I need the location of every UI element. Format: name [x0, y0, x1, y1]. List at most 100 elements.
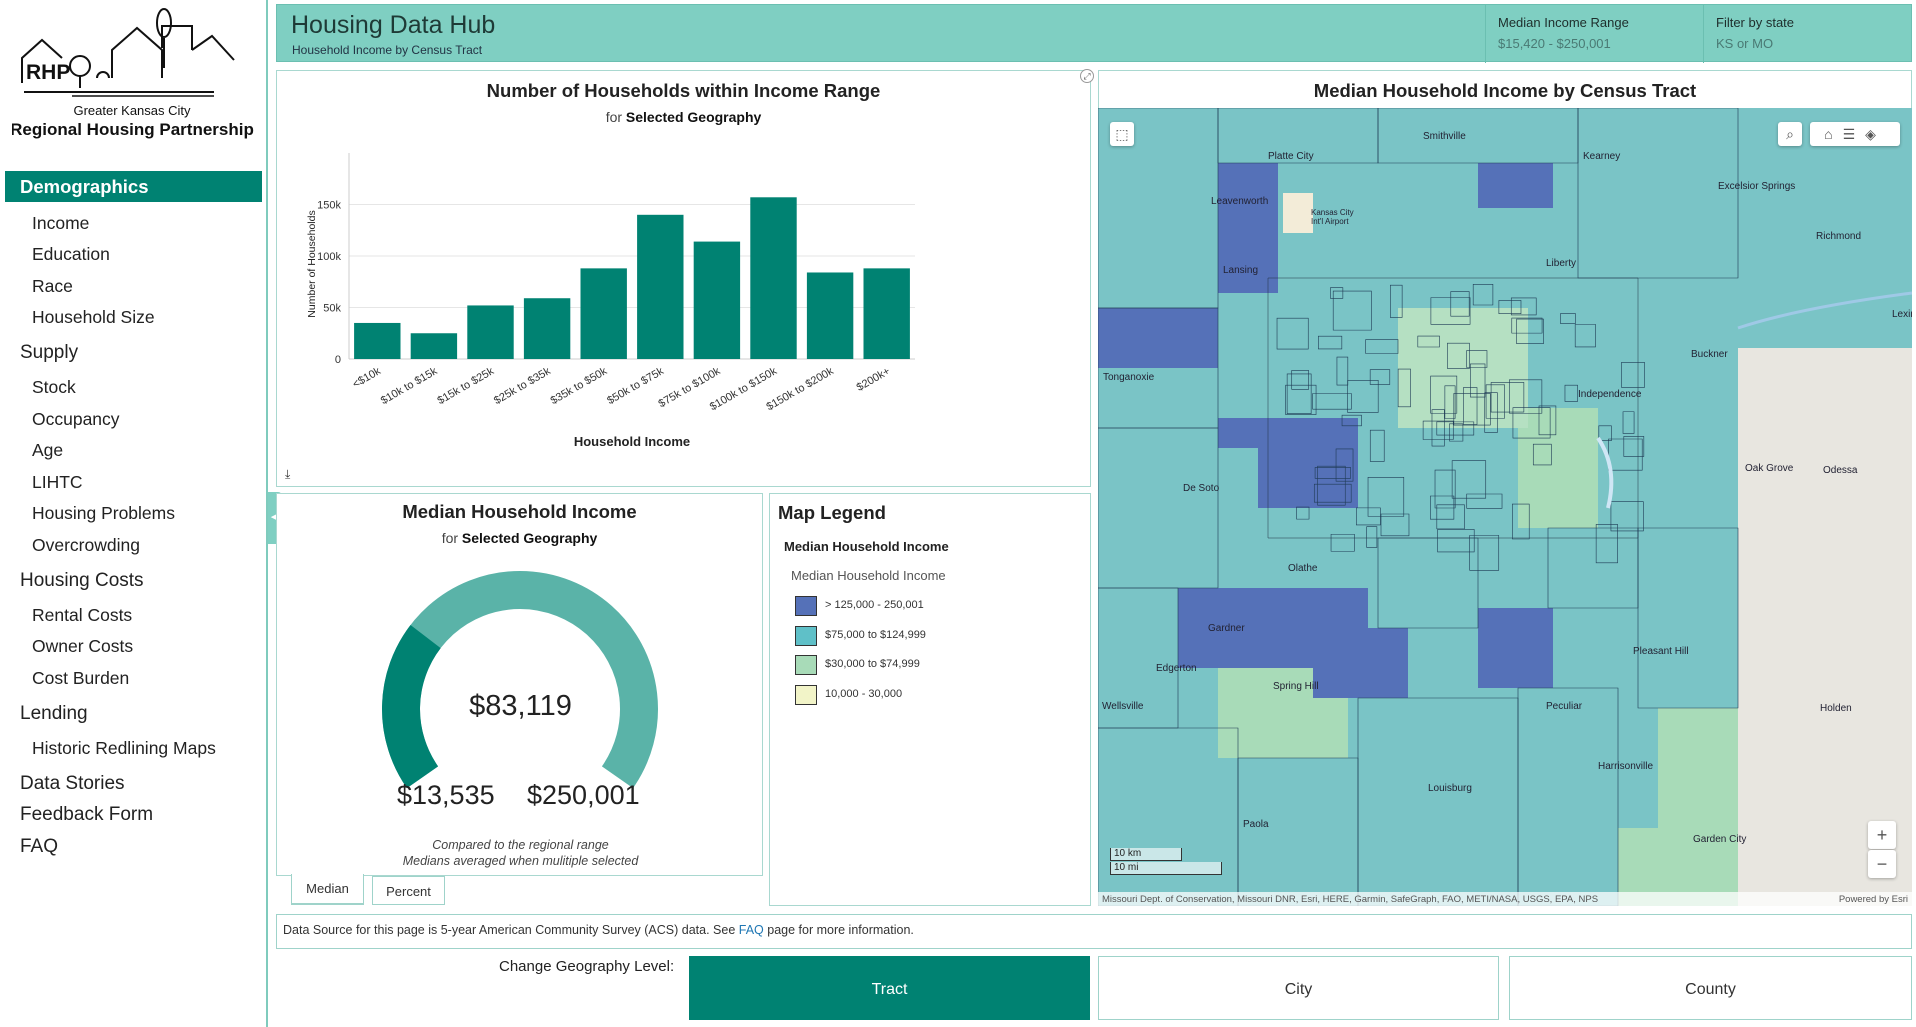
tract-boundary: [1595, 524, 1618, 564]
search-icon[interactable]: ⌕: [1778, 122, 1802, 146]
faq-link[interactable]: FAQ: [738, 923, 764, 937]
nav-household-size[interactable]: Household Size: [32, 307, 155, 327]
range-value: $15,420 - $250,001: [1498, 36, 1611, 51]
legend-swatch: [795, 685, 817, 705]
tract-boundary: [1330, 287, 1344, 299]
gauge-max: $250,001: [527, 780, 640, 810]
legend-item: > 125,000 - 250,001: [795, 596, 924, 616]
chart-subtitle-prefix: for: [605, 109, 623, 125]
nav-lending[interactable]: Lending: [20, 703, 88, 724]
map-place-label: Olathe: [1288, 563, 1318, 574]
tract-boundary: [1598, 425, 1612, 441]
map-place-label: Platte City: [1268, 151, 1314, 162]
income-gauge: [382, 571, 658, 789]
tract-boundary: [1430, 495, 1455, 520]
powered-by-esri[interactable]: Powered by Esri: [1838, 894, 1908, 905]
tract-boundary: [1336, 356, 1349, 386]
logo-line1: Greater Kansas City: [73, 103, 191, 118]
tract-boundary: [1560, 313, 1576, 324]
y-axis-title: Number of Households: [306, 210, 318, 317]
state-filter[interactable]: Filter by state KS or MO: [1703, 5, 1913, 63]
zoom-in-button[interactable]: +: [1868, 821, 1896, 849]
tract-boundary: [1098, 427, 1219, 589]
median-income-panel: Median Household Income for Selected Geo…: [276, 493, 763, 876]
tract-boundary: [1637, 527, 1739, 709]
tract-boundary: [1380, 513, 1410, 537]
map-place-label: Lansing: [1223, 265, 1259, 276]
tract-boundary: [1312, 393, 1352, 410]
tract-boundary: [1621, 362, 1645, 388]
tab-percent[interactable]: Percent: [372, 876, 445, 905]
nav-demographics[interactable]: Demographics: [5, 171, 262, 202]
sidebar: RHP Greater Kansas City Regional Housing…: [0, 0, 268, 1027]
chart-subtitle: for Selected Geography: [277, 109, 1090, 125]
map-canvas[interactable]: [1098, 108, 1912, 906]
tract-boundary: [1484, 392, 1498, 433]
nav-race[interactable]: Race: [32, 276, 73, 296]
nav-income[interactable]: Income: [32, 213, 90, 233]
home-icon[interactable]: ⌂: [1824, 126, 1843, 142]
nav-cost-burden[interactable]: Cost Burden: [32, 668, 130, 688]
logo-line2: Regional Housing Partnership: [12, 120, 254, 139]
source-text: Data Source for this page is 5-year Amer…: [283, 923, 736, 937]
gauge-min: $13,535: [397, 780, 495, 810]
tract-boundary: [1463, 387, 1478, 425]
nav-rental-costs[interactable]: Rental Costs: [32, 605, 133, 625]
nav-faq[interactable]: FAQ: [20, 836, 59, 857]
select-region-icon[interactable]: ⬚: [1110, 122, 1134, 146]
list-icon[interactable]: ☰: [1842, 126, 1866, 142]
layers-icon[interactable]: ◈: [1865, 126, 1886, 142]
map-place-label: Excelsior Springs: [1718, 181, 1796, 192]
tract-boundary: [1318, 335, 1343, 350]
bar: [410, 333, 458, 359]
x-tick-label: $15k to $25k: [435, 365, 496, 407]
tract-boundary: [1510, 297, 1537, 316]
bar: [693, 241, 741, 359]
map-place-label: Buckner: [1691, 349, 1728, 360]
tract-boundary: [1291, 370, 1309, 390]
geo-tract-button[interactable]: Tract: [689, 956, 1090, 1020]
tract-boundary: [1430, 297, 1471, 325]
source-suffix: page for more information.: [767, 923, 914, 937]
gauge-note-2: Medians averaged when mulitiple selected: [402, 854, 639, 868]
nav-stock[interactable]: Stock: [32, 377, 76, 397]
map-legend-panel: Map Legend Median Household Income Media…: [769, 493, 1091, 906]
nav-housing-costs[interactable]: Housing Costs: [20, 570, 144, 591]
nav-data-stories[interactable]: Data Stories: [20, 773, 125, 794]
nav-owner-costs[interactable]: Owner Costs: [32, 636, 134, 656]
tract-boundary: [1365, 339, 1399, 354]
tract-boundary: [1610, 501, 1644, 532]
map-place-label: Tonganoxie: [1103, 372, 1155, 383]
zoom-out-button[interactable]: −: [1868, 850, 1896, 878]
geo-city-button[interactable]: City: [1098, 956, 1499, 1020]
map-place-label: Liberty: [1546, 258, 1577, 269]
tract-boundary: [1608, 438, 1643, 471]
download-icon[interactable]: ⤓: [285, 467, 291, 481]
nav-occupancy[interactable]: Occupancy: [32, 409, 120, 429]
nav-historic-redlining[interactable]: Historic Redlining Maps: [32, 738, 216, 758]
tract-boundary: [1332, 290, 1372, 331]
geo-county-button[interactable]: County: [1509, 956, 1912, 1020]
page-subtitle: Household Income by Census Tract: [292, 43, 483, 57]
nav-overcrowding[interactable]: Overcrowding: [32, 535, 140, 555]
nav-education[interactable]: Education: [32, 244, 110, 264]
tract-boundary: [1434, 469, 1456, 509]
map-toolbar[interactable]: ⌂☰◈: [1810, 122, 1900, 146]
scale-km: 10 km: [1110, 848, 1182, 861]
nav-housing-problems[interactable]: Housing Problems: [32, 503, 175, 523]
nav-supply[interactable]: Supply: [20, 342, 79, 363]
scale-mi: 10 mi: [1110, 862, 1222, 875]
page-title: Housing Data Hub: [291, 11, 496, 39]
nav-feedback-form[interactable]: Feedback Form: [20, 804, 154, 825]
tab-median[interactable]: Median: [291, 874, 364, 905]
map-place-label: Louisburg: [1428, 783, 1472, 794]
tract-boundary: [1313, 483, 1352, 503]
legend-title: Map Legend: [778, 502, 886, 523]
header-bar: Housing Data Hub Household Income by Cen…: [276, 4, 1913, 63]
nav-age[interactable]: Age: [32, 440, 64, 460]
income-map[interactable]: Platte City Smithville Kearney Excelsior…: [1098, 108, 1912, 906]
tract-boundary: [1417, 335, 1440, 348]
nav-lihtc[interactable]: LIHTC: [32, 472, 83, 492]
bar: [467, 305, 514, 359]
expand-icon[interactable]: ⤢: [1080, 69, 1094, 83]
